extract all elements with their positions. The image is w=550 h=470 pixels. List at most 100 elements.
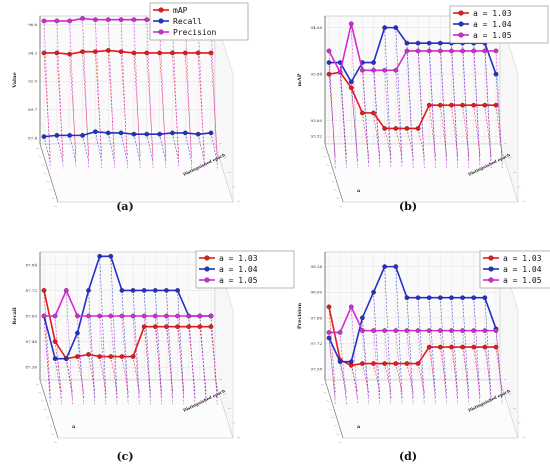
data-point: [197, 324, 203, 330]
data-point: [130, 354, 136, 359]
drop-line: [417, 363, 425, 393]
data-point: [195, 131, 201, 137]
depth-tick-mark: [223, 157, 227, 159]
drop-line: [428, 330, 436, 405]
data-point: [493, 71, 499, 77]
data-point: [382, 361, 388, 366]
data-point: [208, 313, 214, 319]
legend-swatch-marker: [158, 29, 164, 35]
data-point: [67, 18, 73, 24]
x-axis-label: a: [357, 188, 361, 194]
drop-line: [362, 70, 369, 169]
data-point: [326, 335, 332, 341]
depth-tick-mark: [508, 157, 512, 159]
x-axis-edge: [324, 379, 344, 439]
data-point: [460, 48, 465, 54]
data-point: [348, 79, 354, 85]
legend-entry: Recall: [173, 17, 202, 26]
data-point: [131, 17, 137, 23]
legend-swatch-marker: [204, 255, 210, 261]
drop-line: [495, 74, 503, 163]
data-point: [105, 48, 111, 53]
drop-line: [185, 19, 192, 169]
drop-line: [451, 297, 459, 399]
data-point: [382, 264, 388, 269]
data-point: [157, 50, 162, 56]
data-point: [326, 330, 332, 335]
x-tick-mark: [38, 392, 42, 394]
depth-tick-mark: [236, 436, 241, 439]
data-point: [131, 50, 137, 56]
drop-line: [199, 315, 207, 405]
x-tick-mark: [333, 189, 337, 191]
drop-line: [373, 62, 381, 163]
drop-line: [107, 19, 115, 169]
data-point: [360, 328, 365, 333]
data-point: [415, 126, 421, 131]
depth-tick-mark: [218, 378, 223, 381]
series-line-2: [328, 265, 497, 363]
data-point: [493, 102, 499, 108]
drop-line: [121, 290, 129, 399]
x-tick-mark: [336, 433, 340, 435]
side-wall: [499, 15, 519, 203]
legend-entry: Precision: [173, 28, 217, 37]
x-axis-label: a: [357, 424, 361, 430]
legend-swatch-marker: [458, 10, 464, 16]
depth-tick-mark: [232, 186, 236, 188]
back-wall: [324, 251, 501, 381]
legend-entry: a = 1.03: [219, 254, 258, 263]
drop-line: [417, 43, 425, 163]
data-point: [144, 50, 150, 56]
data-point: [105, 130, 111, 136]
data-point: [382, 126, 388, 131]
side-wall: [214, 251, 234, 439]
data-point: [460, 295, 465, 301]
data-point: [118, 17, 124, 23]
drop-line: [197, 134, 205, 163]
drop-line: [350, 87, 358, 157]
drop-line: [350, 23, 358, 169]
legend-entry: mAP: [173, 6, 188, 15]
y-tick-label: 98.14: [311, 264, 323, 269]
data-point: [164, 288, 169, 293]
data-point: [449, 48, 454, 54]
data-point: [119, 354, 125, 359]
drop-line: [373, 330, 381, 405]
data-point: [471, 295, 477, 301]
depth-tick-mark: [521, 200, 526, 203]
data-point: [157, 131, 162, 137]
drop-line: [146, 19, 154, 169]
series-line-3: [329, 304, 496, 334]
data-point: [141, 288, 147, 293]
panel-caption: (d): [399, 450, 417, 463]
x-tick-mark: [323, 392, 327, 394]
data-point: [75, 313, 80, 319]
drop-line: [69, 54, 77, 157]
drop-line: [56, 135, 64, 163]
data-point: [404, 328, 410, 333]
drop-line: [395, 128, 403, 157]
data-point: [382, 67, 388, 73]
x-tick-mark: [46, 180, 50, 183]
data-point: [97, 253, 103, 259]
drop-line: [406, 363, 414, 393]
drop-line: [451, 43, 459, 163]
x-tick-mark: [320, 383, 325, 386]
data-point: [86, 288, 91, 293]
data-point: [97, 313, 103, 319]
drop-line: [82, 18, 90, 169]
data-point: [67, 51, 73, 57]
legend-swatch-marker: [488, 266, 494, 272]
drop-line: [172, 20, 180, 169]
data-point: [415, 40, 421, 46]
data-point: [54, 18, 60, 24]
data-point: [371, 361, 376, 366]
y-tick-label: 94.3: [28, 50, 37, 55]
data-point: [471, 344, 477, 350]
drop-line: [43, 290, 51, 393]
data-point: [426, 40, 432, 46]
data-point: [493, 48, 499, 54]
data-point: [382, 328, 388, 333]
